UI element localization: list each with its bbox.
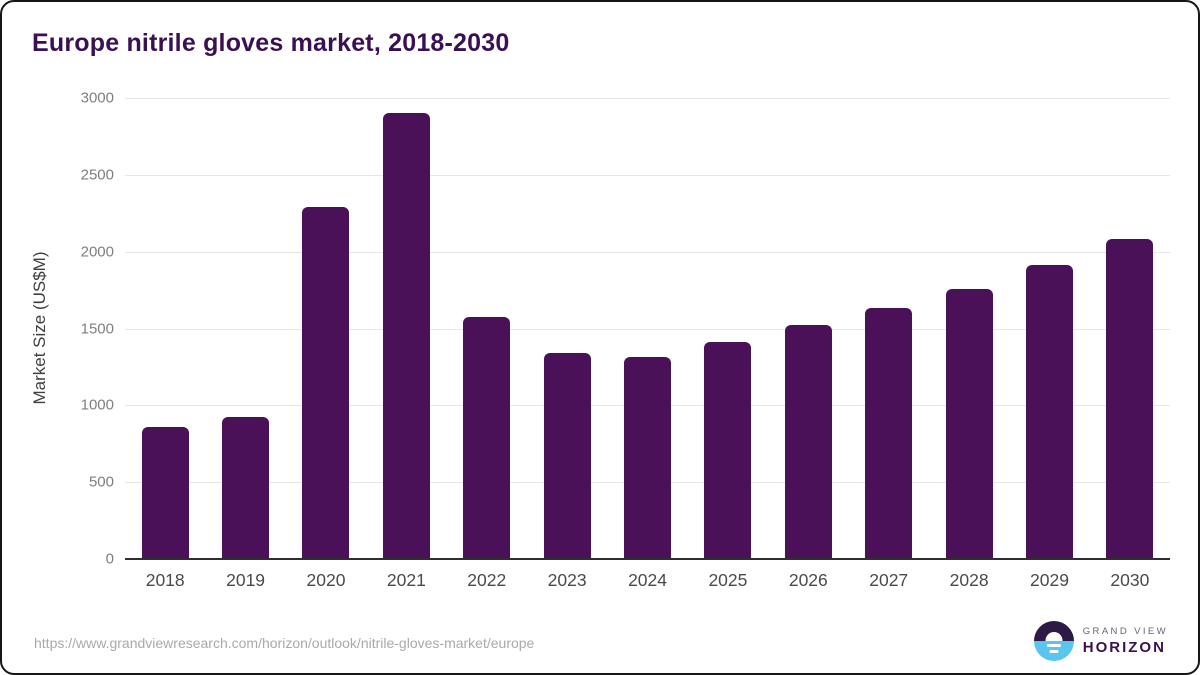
- y-tick-label: 1000: [80, 396, 114, 414]
- bar-2018: [141, 426, 189, 559]
- logo-product-name: HORIZON: [1082, 639, 1166, 656]
- gridline: [125, 174, 1170, 176]
- bar-slot: [527, 98, 607, 559]
- x-tick-label: 2020: [306, 570, 346, 590]
- y-tick-label: 3000: [80, 89, 114, 107]
- y-tick-label: 1500: [80, 320, 114, 337]
- bar-slot: [447, 98, 527, 559]
- x-tick-label: 2021: [386, 570, 426, 590]
- bar-slot: [929, 98, 1009, 559]
- y-tick-label: 2500: [80, 166, 114, 184]
- bar-slot: [366, 98, 446, 559]
- x-tick-label: 2029: [1030, 570, 1069, 590]
- bar-2020: [302, 207, 350, 559]
- bar-slot: [607, 98, 687, 559]
- bar-2029: [1025, 264, 1073, 559]
- bar-2025: [704, 341, 752, 559]
- bar-slot: [125, 98, 205, 559]
- bar-slot: [849, 98, 929, 559]
- bars-group: [125, 98, 1170, 559]
- bar-2024: [624, 356, 672, 559]
- x-tick-label: 2027: [869, 570, 909, 590]
- logo-text: GRAND VIEW HORIZON: [1083, 626, 1168, 656]
- x-tick-label: 2028: [949, 570, 989, 590]
- bar-2023: [543, 353, 591, 559]
- bar-2028: [945, 288, 993, 559]
- bar-slot: [286, 98, 366, 559]
- bar-2019: [222, 416, 270, 559]
- chart-title: Europe nitrile gloves market, 2018-2030: [32, 29, 510, 57]
- x-axis-labels: 2018 2019 2020 2021 2022 2023 2024 2025 2026 2027…: [125, 570, 1170, 591]
- gridline: [125, 98, 1170, 99]
- x-tick-label: 2024: [628, 570, 667, 590]
- gridline: [125, 251, 1170, 253]
- x-axis-line: [125, 558, 1170, 560]
- bar-2030: [1106, 238, 1154, 559]
- bar-slot: [768, 98, 848, 559]
- x-tick-label: 2026: [788, 570, 828, 590]
- y-tick-label: 500: [88, 473, 114, 491]
- source-url: https://www.grandviewresearch.com/horizo…: [34, 635, 535, 651]
- gridline: [125, 328, 1170, 330]
- bar-slot: [205, 98, 285, 559]
- x-tick-label: 2030: [1110, 570, 1150, 590]
- bar-2022: [463, 316, 511, 559]
- bar-slot: [1090, 98, 1170, 559]
- bar-2021: [382, 113, 430, 559]
- reflection-dash-2: [1049, 650, 1059, 653]
- bar-slot: [688, 98, 768, 559]
- y-tick-label: 2000: [80, 243, 114, 261]
- reflection-dash-1: [1046, 644, 1061, 647]
- x-tick-label: 2022: [467, 570, 507, 590]
- logo-brand-name: GRAND VIEW: [1082, 626, 1168, 637]
- bar-slot: [1009, 98, 1089, 559]
- sun-dome-shape: [1045, 632, 1063, 641]
- y-tick-label: 0: [105, 550, 114, 568]
- x-tick-label: 2023: [547, 570, 587, 590]
- x-tick-label: 2018: [145, 570, 185, 590]
- plot-area: [125, 98, 1170, 560]
- x-tick-label: 2025: [708, 570, 748, 590]
- x-tick-label: 2019: [226, 570, 266, 590]
- bar-2026: [784, 325, 832, 559]
- horizon-sun-icon: [1033, 621, 1074, 661]
- bar-2027: [865, 307, 913, 559]
- brand-logo: GRAND VIEW HORIZON: [1033, 621, 1168, 661]
